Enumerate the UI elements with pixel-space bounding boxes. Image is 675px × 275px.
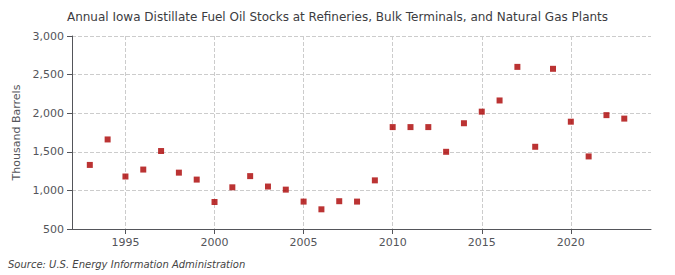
svg-text:500: 500: [43, 223, 64, 236]
svg-text:Thousand Barrels: Thousand Barrels: [10, 84, 23, 181]
svg-text:2000: 2000: [201, 236, 229, 249]
svg-text:2020: 2020: [557, 236, 585, 249]
svg-text:2,500: 2,500: [33, 68, 65, 81]
svg-text:2005: 2005: [290, 236, 318, 249]
svg-text:3,000: 3,000: [33, 30, 65, 43]
svg-text:2010: 2010: [379, 236, 407, 249]
svg-text:1,000: 1,000: [33, 184, 65, 197]
svg-text:1995: 1995: [111, 236, 139, 249]
svg-text:2015: 2015: [468, 236, 496, 249]
svg-text:1,500: 1,500: [33, 145, 65, 158]
svg-text:Source: U.S. Energy Informatio: Source: U.S. Energy Information Administ…: [8, 259, 245, 270]
svg-text:Annual Iowa Distillate Fuel Oi: Annual Iowa Distillate Fuel Oil Stocks a…: [67, 10, 608, 24]
svg-text:2,000: 2,000: [33, 107, 65, 120]
